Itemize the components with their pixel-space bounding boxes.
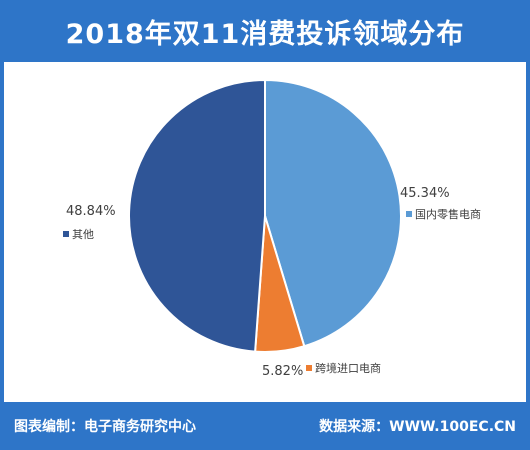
legend-swatch-2 xyxy=(306,365,312,371)
data-label-1: 45.34% xyxy=(400,186,450,201)
legend-swatch-3 xyxy=(63,231,69,237)
page-title: 2018年双11消费投诉领域分布 xyxy=(65,18,465,50)
category-label-1: 国内零售电商 xyxy=(415,207,481,221)
footer-credit: 图表编制：电子商务研究中心 xyxy=(14,419,196,435)
pie-chart: 45.34% 国内零售电商 5.82% 跨境进口电商 48.84% 其他 xyxy=(63,78,481,379)
footer-source: 数据来源：WWW.100EC.CN xyxy=(319,419,516,435)
data-label-3: 48.84% xyxy=(66,204,116,219)
pie-slice-3 xyxy=(127,78,266,353)
legend-swatch-1 xyxy=(406,211,412,217)
pie-chart-area: 45.34% 国内零售电商 5.82% 跨境进口电商 48.84% 其他 xyxy=(0,62,530,402)
data-label-2: 5.82% xyxy=(262,364,303,379)
footer-banner: 图表编制：电子商务研究中心 数据来源：WWW.100EC.CN xyxy=(0,402,530,450)
category-label-3: 其他 xyxy=(72,228,94,241)
category-label-2: 跨境进口电商 xyxy=(315,361,381,375)
header-banner: 2018年双11消费投诉领域分布 xyxy=(0,0,530,62)
pie-slice-1 xyxy=(264,78,402,348)
